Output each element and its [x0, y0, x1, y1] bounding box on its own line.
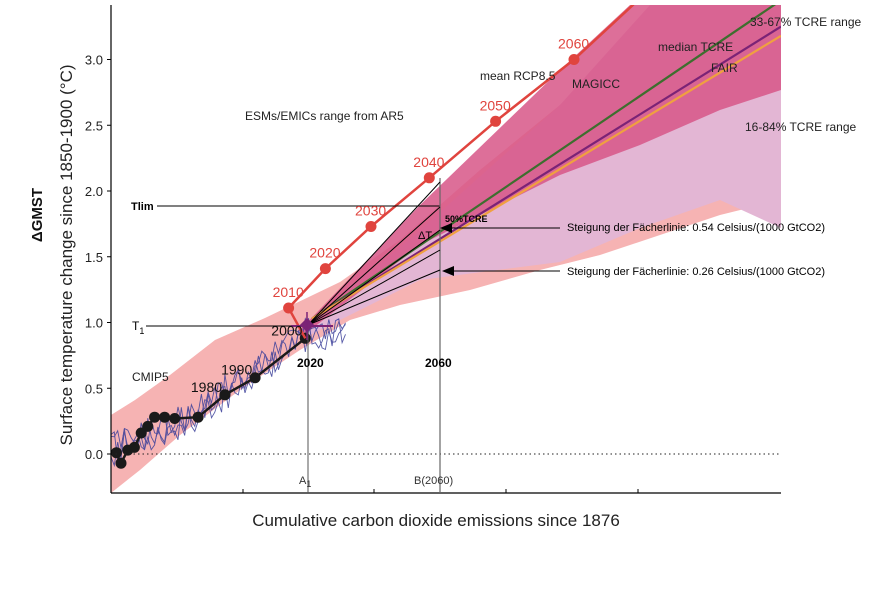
- point-label: 2010: [273, 284, 304, 300]
- fan-line-2: [307, 206, 441, 326]
- fan-line-4: [307, 249, 441, 326]
- label-mean-rcp85: mean RCP8.5: [480, 69, 556, 83]
- arrow-low-head: [442, 266, 454, 276]
- data-point: [128, 441, 140, 453]
- annotation-lines: [146, 178, 560, 493]
- point-label: 2040: [413, 154, 444, 170]
- point-label: 2030: [355, 203, 386, 219]
- tlim-label: Tlim: [131, 201, 154, 213]
- label-ar5-range: ESMs/EMICs range from AR5: [245, 109, 404, 123]
- y-tick-label: 1.5: [85, 250, 103, 265]
- label-tcre-33-67: 33-67% TCRE range: [750, 15, 861, 29]
- year-2020-label: 2020: [297, 356, 324, 370]
- series-line-3: [311, 25, 781, 320]
- data-point: [423, 172, 435, 184]
- y-tick-label: 0.0: [85, 447, 103, 462]
- t1-label: T1: [132, 319, 144, 336]
- marker-2020: [291, 312, 333, 340]
- label-magicc: MAGICC: [572, 77, 620, 91]
- fan-line-5: [307, 269, 441, 326]
- x-ticks: [242, 489, 639, 493]
- point-label: 1980: [191, 379, 222, 395]
- data-point: [283, 302, 295, 314]
- delta-t-label: ΔT: [418, 230, 432, 242]
- point-label: 2020: [309, 245, 340, 261]
- y-tick-label: 0.5: [85, 381, 103, 396]
- label-median-tcre: median TCRE: [658, 40, 733, 54]
- slope-low-label: Steigung der Fächerlinie: 0.26 Celsius/(…: [567, 266, 825, 278]
- data-point: [169, 413, 181, 424]
- y-tick-label: 2.5: [85, 118, 103, 133]
- y-tick-label: 3.0: [85, 53, 103, 68]
- y-tick-label: 1.0: [85, 316, 103, 331]
- point-label: 1990: [221, 362, 252, 378]
- y-axis-label: Surface temperature change since 1850-19…: [57, 64, 76, 445]
- data-point: [568, 54, 580, 65]
- tcre-33-67-band: [300, 5, 781, 338]
- data-point: [149, 411, 161, 423]
- a1-label: A1: [299, 475, 311, 489]
- data-point: [319, 263, 331, 275]
- label-cmip5: CMIP5: [132, 370, 169, 384]
- slope-high-label: Steigung der Fächerlinie: 0.54 Celsius/(…: [567, 222, 825, 234]
- data-point: [159, 411, 171, 423]
- point-label: 2060: [558, 36, 589, 52]
- y-axis-label-top: ΔGMST: [29, 188, 46, 242]
- point-label: 2050: [480, 97, 511, 113]
- data-point: [490, 115, 502, 127]
- fan-line-3: [307, 229, 441, 326]
- tcre-50-label: 50%TCRE: [445, 214, 488, 224]
- data-point: [365, 221, 377, 232]
- data-point: [142, 420, 154, 432]
- series-line-0: [287, 5, 635, 339]
- y-tick-label: 2.0: [85, 184, 103, 199]
- b2060-label: B(2060): [414, 475, 453, 487]
- data-point: [192, 411, 204, 423]
- data-point: [115, 457, 127, 469]
- arrow-high-head: [440, 223, 452, 233]
- point-label: 2000: [271, 322, 302, 338]
- data-point: [111, 447, 122, 459]
- year-2060-label: 2060: [425, 356, 452, 370]
- fan-line-1: [307, 181, 441, 326]
- label-fair: FAIR: [711, 61, 738, 75]
- label-tcre-16-84: 16-84% TCRE range: [745, 120, 856, 134]
- data-point: [219, 389, 231, 401]
- x-axis-label: Cumulative carbon dioxide emissions sinc…: [252, 511, 620, 530]
- data-point: [249, 372, 261, 384]
- series-line-4: [311, 34, 781, 320]
- plot-area: [111, 5, 781, 493]
- y-ticks: 0.0 0.5 1.0 1.5 2.0 2.5 3.0: [85, 53, 111, 462]
